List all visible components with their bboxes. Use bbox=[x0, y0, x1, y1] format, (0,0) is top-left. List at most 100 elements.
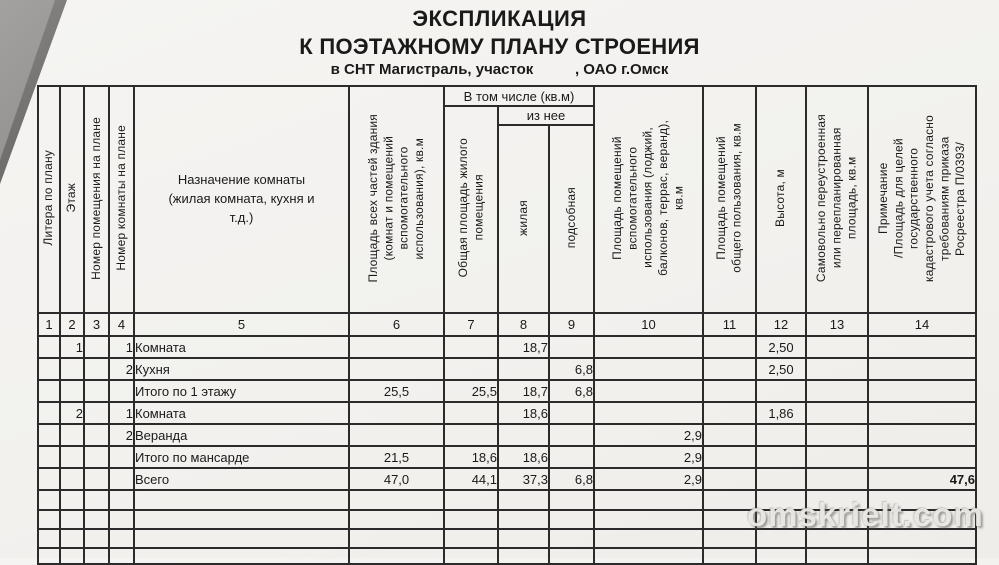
cell-r2-c14 bbox=[867, 357, 977, 381]
cell-r1-c4: 1 bbox=[108, 335, 135, 359]
empty-cell bbox=[59, 547, 85, 565]
cell-r5-c2 bbox=[59, 423, 85, 447]
document-title: ЭКСПЛИКАЦИЯ bbox=[412, 6, 587, 31]
column-number-12: 12 bbox=[755, 312, 807, 337]
cell-r2-c13 bbox=[805, 357, 869, 381]
empty-cell bbox=[83, 489, 110, 511]
table-row: 2 Веранда 2,9 bbox=[37, 423, 977, 447]
column-number-7: 7 bbox=[443, 312, 499, 337]
cell-r7-c6: 47,0 bbox=[348, 467, 445, 491]
cell-r3-c12 bbox=[755, 379, 807, 403]
cell-r7-c7: 44,1 bbox=[443, 467, 499, 491]
column-number-6: 6 bbox=[348, 312, 445, 337]
header-obshchaya-ploshchad: Общая площадь жилого помещения bbox=[443, 105, 499, 314]
header-ploshchad-vspomogatelnogo: Площадь помещений вспомогательного испол… bbox=[593, 85, 704, 314]
cell-r2-c4: 2 bbox=[108, 357, 135, 381]
header-primechanie: Примечание /Площадь для целей государств… bbox=[867, 85, 977, 314]
cell-r7-c3 bbox=[83, 467, 110, 491]
cell-r6-c9 bbox=[548, 445, 595, 469]
empty-cell bbox=[867, 509, 977, 530]
document-header: ЭКСПЛИКАЦИЯ К ПОЭТАЖНОМУ ПЛАНУ СТРОЕНИЯ … bbox=[0, 5, 999, 80]
empty-cell bbox=[348, 509, 445, 530]
cell-r2-c7 bbox=[443, 357, 499, 381]
cell-r4-c10 bbox=[593, 401, 704, 425]
empty-cell bbox=[755, 509, 807, 530]
table-body: 1 1 Комната 18,7 2,50 2 Кухня 6,8 2,50 Итого по 1… bbox=[37, 335, 977, 565]
cell-r2-c3 bbox=[83, 357, 110, 381]
cell-r6-c1 bbox=[37, 445, 61, 469]
table-row: 2 1 Комната 18,6 1,86 bbox=[37, 401, 977, 425]
cell-r7-c1 bbox=[37, 467, 61, 491]
cell-r7-c12 bbox=[755, 467, 807, 491]
cell-r7-c2 bbox=[59, 467, 85, 491]
column-number-13: 13 bbox=[805, 312, 869, 337]
cell-r6-c13 bbox=[805, 445, 869, 469]
cell-r1-c14 bbox=[867, 335, 977, 359]
cell-r4-c7 bbox=[443, 401, 499, 425]
column-number-14: 14 bbox=[867, 312, 977, 337]
cell-r5-c12 bbox=[755, 423, 807, 447]
empty-cell bbox=[83, 528, 110, 549]
empty-cell bbox=[805, 547, 869, 565]
cell-r7-c9: 6,8 bbox=[548, 467, 595, 491]
header-nomer-pomeshcheniya: Номер помещения на плане bbox=[83, 85, 110, 314]
cell-r7-c11 bbox=[702, 467, 757, 491]
empty-cell bbox=[443, 509, 499, 530]
header-podsobnaya: подсобная bbox=[548, 124, 595, 314]
empty-cell bbox=[755, 528, 807, 549]
empty-cell bbox=[497, 509, 550, 530]
empty-cell bbox=[108, 489, 135, 511]
header-ploshchad-obshchego: Площадь помещений общего пользования, кв… bbox=[702, 85, 757, 314]
cell-r5-c5: Веранда bbox=[133, 423, 350, 447]
cell-r2-c9: 6,8 bbox=[548, 357, 595, 381]
cell-r7-c8: 37,3 bbox=[497, 467, 550, 491]
empty-cell bbox=[59, 528, 85, 549]
explication-table: Литера по плану Этаж Номер помещения на … bbox=[37, 85, 977, 565]
empty-cell bbox=[867, 547, 977, 565]
cell-r4-c2: 2 bbox=[59, 401, 85, 425]
empty-table-row bbox=[37, 489, 977, 511]
table-row: 1 1 Комната 18,7 2,50 bbox=[37, 335, 977, 359]
empty-cell bbox=[702, 547, 757, 565]
empty-cell bbox=[548, 489, 595, 511]
cell-r4-c3 bbox=[83, 401, 110, 425]
cell-r4-c4: 1 bbox=[108, 401, 135, 425]
cell-r2-c6 bbox=[348, 357, 445, 381]
cell-r4-c13 bbox=[805, 401, 869, 425]
empty-cell bbox=[702, 489, 757, 511]
cell-r2-c11 bbox=[702, 357, 757, 381]
cell-r2-c10 bbox=[593, 357, 704, 381]
cell-r6-c7: 18,6 bbox=[443, 445, 499, 469]
cell-r5-c3 bbox=[83, 423, 110, 447]
header-etazh: Этаж bbox=[59, 85, 85, 314]
empty-table-row bbox=[37, 509, 977, 530]
empty-cell bbox=[133, 547, 350, 565]
cell-r1-c1 bbox=[37, 335, 61, 359]
empty-cell bbox=[108, 528, 135, 549]
empty-cell bbox=[548, 509, 595, 530]
empty-cell bbox=[348, 528, 445, 549]
table-row: Итого по 1 этажу 25,5 25,5 18,7 6,8 bbox=[37, 379, 977, 403]
cell-r2-c12: 2,50 bbox=[755, 357, 807, 381]
cell-r2-c8 bbox=[497, 357, 550, 381]
cell-r6-c10: 2,9 bbox=[593, 445, 704, 469]
cell-r1-c5: Комната bbox=[133, 335, 350, 359]
cell-r3-c4 bbox=[108, 379, 135, 403]
table-row: Итого по мансарде 21,5 18,6 18,6 2,9 bbox=[37, 445, 977, 469]
cell-r3-c13 bbox=[805, 379, 869, 403]
cell-r3-c2 bbox=[59, 379, 85, 403]
empty-cell bbox=[593, 509, 704, 530]
empty-cell bbox=[805, 509, 869, 530]
cell-r4-c9 bbox=[548, 401, 595, 425]
cell-r1-c10 bbox=[593, 335, 704, 359]
empty-cell bbox=[755, 547, 807, 565]
cell-r5-c10: 2,9 bbox=[593, 423, 704, 447]
cell-r1-c9 bbox=[548, 335, 595, 359]
empty-cell bbox=[348, 547, 445, 565]
cell-r5-c6 bbox=[348, 423, 445, 447]
column-number-3: 3 bbox=[83, 312, 110, 337]
cell-r4-c11 bbox=[702, 401, 757, 425]
cell-r1-c13 bbox=[805, 335, 869, 359]
cell-r3-c5: Итого по 1 этажу bbox=[133, 379, 350, 403]
cell-r4-c5: Комната bbox=[133, 401, 350, 425]
